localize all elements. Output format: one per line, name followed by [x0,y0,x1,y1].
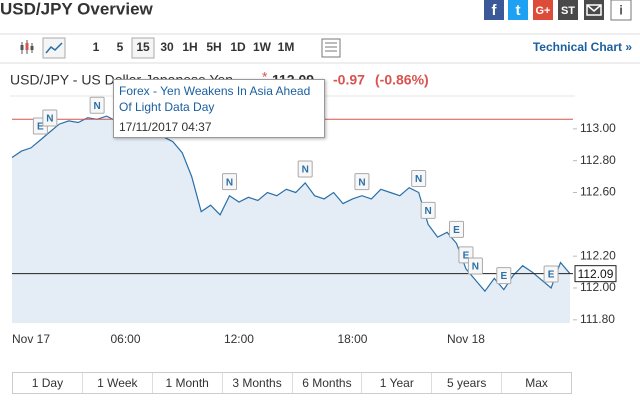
share-label: ST [561,5,575,17]
event-label: E [453,225,460,236]
tooltip-title[interactable]: Forex - Yen Weakens In Asia Ahead Of Lig… [119,84,311,114]
share-twitter[interactable] [508,0,528,20]
range-bar: 1 Day 1 Week 1 Month 3 Months 6 Months 1 Year… [12,372,572,394]
event-marker[interactable] [411,169,427,187]
line-icon-glyph [45,42,63,54]
x-tick-label: 12:00 [224,332,254,346]
interval-button[interactable]: 1H [182,40,197,54]
page-title: USD/JPY Overview [0,0,154,18]
event-label: N [425,206,432,217]
y-tick-label: 112.20 [580,248,616,262]
event-label: N [302,165,309,176]
event-marker[interactable] [354,173,370,191]
tooltip-date: 17/11/2017 04:37 [119,120,212,134]
share-stocktwits[interactable] [558,0,578,20]
interval-button[interactable]: 15 [136,40,150,54]
x-tick-label: Nov 17 [12,332,50,346]
news-tooltip: Forex - Yen Weakens In Asia Ahead Of Lig… [113,79,325,138]
event-marker[interactable] [42,109,58,127]
event-marker[interactable] [449,220,465,238]
range-button[interactable]: 1 Month [153,373,223,393]
y-tick-label: 111.80 [580,312,615,326]
share-info[interactable] [610,0,632,21]
event-label: N [226,177,233,188]
event-label: E [37,122,44,133]
y-tick-label: 112.00 [580,280,616,294]
event-label: N [472,262,479,273]
star-icon: * [262,69,268,85]
share-label: f [492,2,498,19]
event-label: E [500,271,507,282]
interval-button[interactable]: 1W [253,40,272,54]
interval-button[interactable]: 5H [206,40,221,54]
event-label: N [358,177,365,188]
x-tick-label: 18:00 [337,332,367,346]
last-price-label: 112.09 [578,267,614,281]
event-label: N [415,174,422,185]
x-tick-label: Nov 18 [447,332,485,346]
line-icon[interactable] [42,37,66,59]
y-tick-label: 112.60 [580,185,616,199]
interval-button[interactable]: 1D [230,40,246,54]
x-tick-label: 06:00 [110,332,140,346]
share-label: G+ [536,5,551,17]
interval-selected [131,37,155,59]
area-fill [12,116,570,323]
range-button[interactable]: 6 Months [293,373,363,393]
y-tick-label: 113.00 [580,121,616,135]
range-button[interactable]: 5 years [432,373,503,393]
quote-change-percent: (-0.86%) [375,72,429,88]
event-label: E [463,251,470,262]
settings-icon[interactable] [321,38,341,58]
event-marker[interactable] [89,96,105,114]
range-button[interactable]: 1 Year [362,373,433,393]
last-price-box [574,265,617,283]
mail-icon [586,4,602,16]
technical-chart-link[interactable]: Technical Chart » [533,40,632,54]
event-marker[interactable] [420,201,436,219]
event-marker[interactable] [543,265,559,283]
event-label: E [548,270,555,281]
event-marker[interactable] [297,160,313,178]
interval-button[interactable]: 1 [93,40,100,54]
interval-button[interactable]: 1M [278,40,295,54]
share-label: t [516,2,521,19]
event-marker[interactable] [496,267,512,285]
range-button[interactable]: 3 Months [223,373,293,393]
range-button[interactable]: 1 Day [13,373,83,393]
event-marker[interactable] [467,257,483,275]
range-button[interactable]: Max [525,376,548,390]
event-marker[interactable] [222,173,238,191]
y-tick-label: 112.80 [580,153,616,167]
share-label: i [619,2,623,17]
event-label: N [94,101,101,112]
interval-button[interactable]: 30 [160,40,174,54]
candle-icon[interactable] [20,40,34,54]
share-google[interactable] [533,0,553,20]
price-line [11,115,571,293]
quote-change: -0.97 [333,72,365,88]
event-label: N [46,114,53,125]
interval-button[interactable]: 5 [117,40,124,54]
settings-icon-glyph [325,42,337,52]
range-button[interactable]: 1 Week [83,373,153,393]
share-facebook[interactable] [484,0,504,20]
